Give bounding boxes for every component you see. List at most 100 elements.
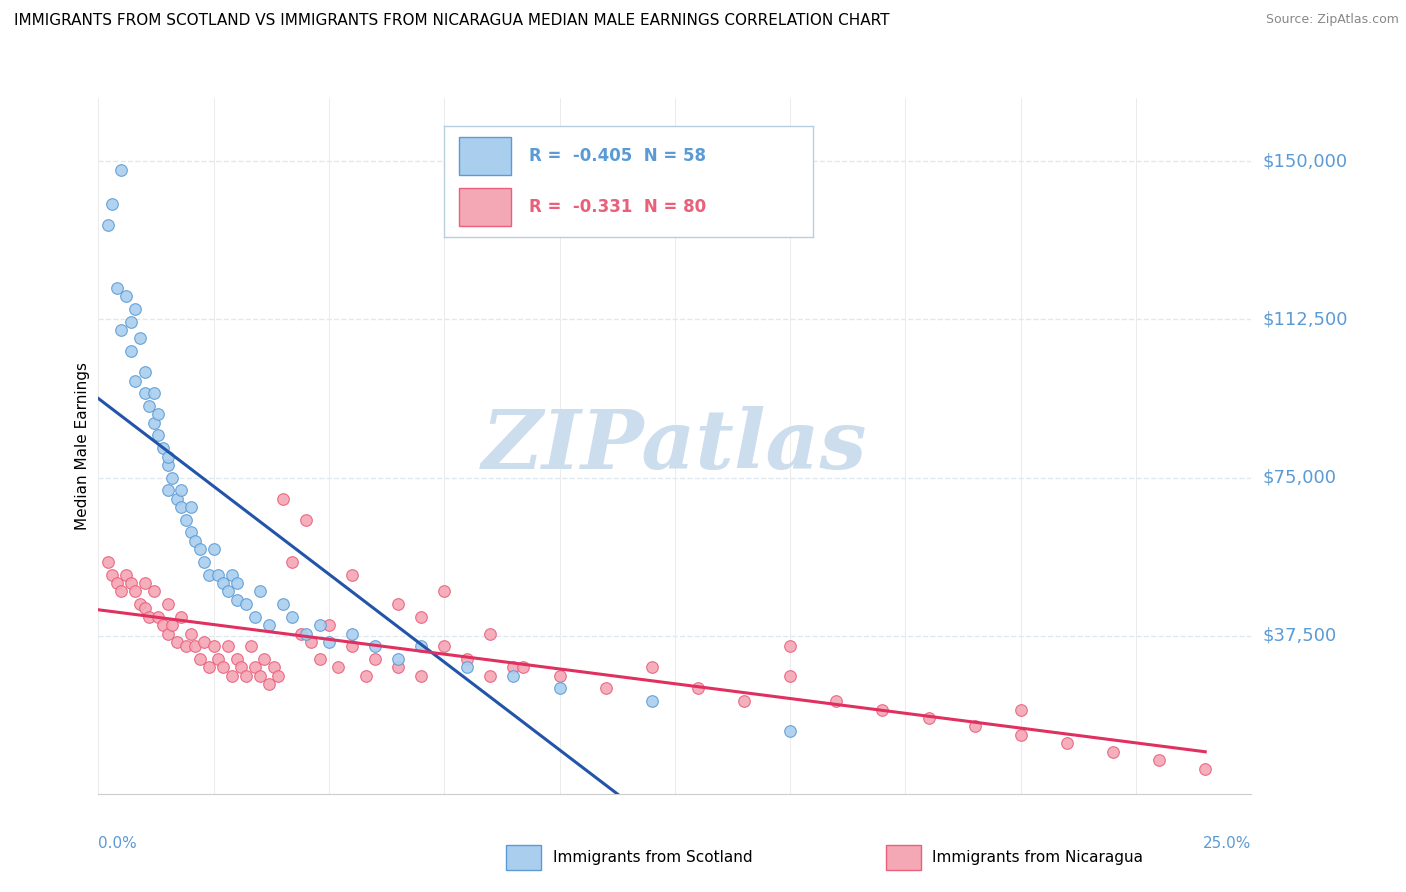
Point [318, 618, 340, 632]
Point [115, 567, 138, 582]
Bar [458, 188, 510, 227]
Point [212, 660, 235, 674]
Point [217, 584, 239, 599]
Point [160, 470, 183, 484]
Point [129, 331, 152, 345]
Point [479, 626, 502, 640]
Point [221, 669, 243, 683]
Point [257, 677, 280, 691]
Point [142, 386, 165, 401]
Point [120, 576, 142, 591]
Point [456, 660, 478, 674]
Point [595, 681, 617, 696]
Point [166, 635, 188, 649]
Point [202, 640, 225, 654]
Text: $112,500: $112,500 [1263, 310, 1348, 328]
Point [166, 491, 188, 506]
Point [354, 669, 377, 683]
Text: Source: ZipAtlas.com: Source: ZipAtlas.com [1265, 13, 1399, 27]
Point [245, 660, 267, 674]
Point [170, 609, 193, 624]
Point [433, 584, 456, 599]
Point [180, 626, 202, 640]
Point [295, 626, 318, 640]
Point [456, 652, 478, 666]
Point [1056, 736, 1078, 750]
Point [124, 584, 146, 599]
Point [779, 640, 801, 654]
Point [120, 344, 142, 359]
Point [779, 723, 801, 738]
Text: $75,000: $75,000 [1263, 468, 1337, 487]
Point [105, 576, 128, 591]
Point [134, 576, 156, 591]
Point [295, 513, 318, 527]
Point [963, 719, 986, 733]
Text: 0.0%: 0.0% [98, 836, 138, 851]
Point [138, 399, 160, 413]
Y-axis label: Median Male Earnings: Median Male Earnings [75, 362, 90, 530]
Point [152, 618, 174, 632]
Point [110, 162, 132, 177]
Point [193, 635, 215, 649]
Point [207, 652, 229, 666]
Point [872, 702, 894, 716]
Point [124, 301, 146, 316]
Point [263, 660, 285, 674]
Point [433, 640, 456, 654]
Point [148, 408, 170, 422]
Point [170, 483, 193, 498]
Point [129, 597, 152, 611]
Point [156, 483, 179, 498]
Point [779, 669, 801, 683]
Point [257, 618, 280, 632]
Point [156, 597, 179, 611]
Point [235, 597, 257, 611]
Point [180, 525, 202, 540]
Text: ZIPatlas: ZIPatlas [482, 406, 868, 486]
Text: Immigrants from Scotland: Immigrants from Scotland [553, 850, 752, 864]
Point [502, 669, 524, 683]
Point [207, 567, 229, 582]
Text: Immigrants from Nicaragua: Immigrants from Nicaragua [932, 850, 1143, 864]
Point [202, 542, 225, 557]
Point [193, 555, 215, 569]
Point [308, 652, 330, 666]
Point [281, 609, 304, 624]
Point [299, 635, 322, 649]
Point [170, 500, 193, 515]
Point [188, 542, 211, 557]
Point [212, 576, 235, 591]
Point [387, 597, 409, 611]
Point [105, 281, 128, 295]
Point [97, 555, 120, 569]
Point [249, 584, 271, 599]
Point [174, 513, 197, 527]
Point [225, 576, 247, 591]
Point [225, 593, 247, 607]
Text: R =  -0.331  N = 80: R = -0.331 N = 80 [529, 198, 706, 216]
Text: $150,000: $150,000 [1263, 153, 1348, 170]
Point [134, 601, 156, 615]
Point [188, 652, 211, 666]
Point [548, 681, 571, 696]
Point [160, 618, 183, 632]
Point [142, 416, 165, 430]
Point [917, 711, 939, 725]
Point [253, 652, 276, 666]
Point [152, 441, 174, 455]
Point [641, 694, 664, 708]
Point [115, 289, 138, 303]
Point [110, 584, 132, 599]
Point [308, 618, 330, 632]
Point [411, 640, 433, 654]
Point [548, 669, 571, 683]
Text: 25.0%: 25.0% [1204, 836, 1251, 851]
Point [101, 567, 124, 582]
Point [686, 681, 709, 696]
Point [318, 635, 340, 649]
Point [1194, 762, 1216, 776]
Point [340, 640, 363, 654]
Point [156, 450, 179, 464]
Text: R =  -0.405  N = 58: R = -0.405 N = 58 [529, 147, 706, 165]
